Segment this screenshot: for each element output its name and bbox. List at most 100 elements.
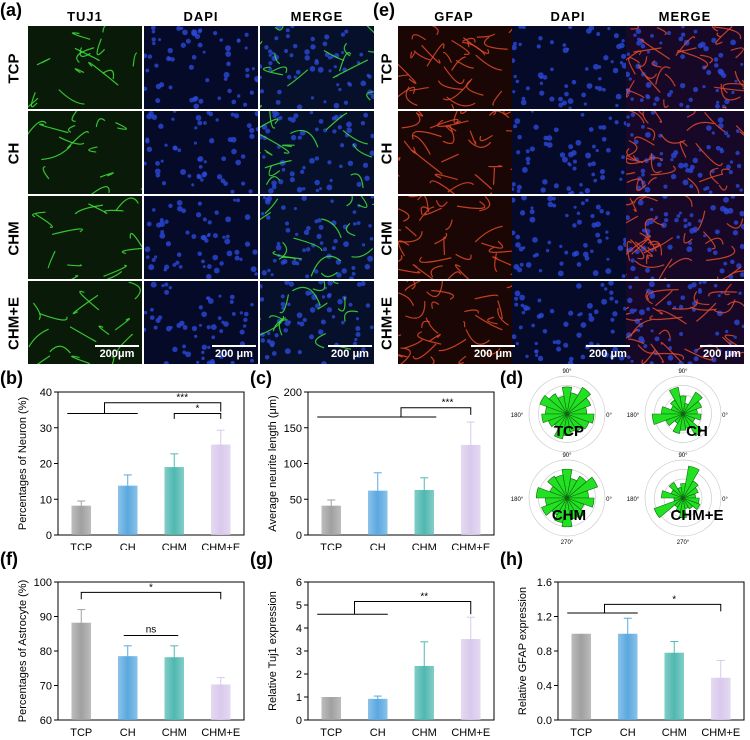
rose-grid-ring (644, 459, 722, 537)
scale-bar-gfap: 200 μm (471, 345, 515, 360)
sig-mark: * (149, 582, 153, 593)
micrograph-a-r3-c0 (28, 281, 142, 364)
y-axis-label: Relative GFAP expression (517, 587, 529, 715)
row-label-tcp-e: TCP (378, 53, 396, 84)
scale-bar-tuj1: 200μm (95, 345, 139, 360)
rose-petal (669, 386, 684, 415)
row-label-chme-e: CHM+E (378, 297, 396, 350)
chart-rose-plots: 90° 180° 0° TCP 90° 180° 0° CH 90° 180° 0° 270° CHM 9… (511, 369, 729, 546)
bar-TCP (71, 622, 92, 720)
bar-CHM (664, 652, 685, 720)
scale-bar-merge-e-text: 200 μm (703, 348, 741, 360)
scale-bar-dapi-e-text: 200 μm (589, 348, 627, 360)
rose-angle-label: 0° (722, 497, 728, 503)
sig-bracket (104, 402, 222, 414)
rose-angle-label: 0° (606, 497, 612, 503)
rose-angle-label: 0° (722, 413, 728, 419)
panel-label-f: (f) (0, 549, 18, 569)
micrograph-e-r2-c1 (512, 196, 626, 279)
x-tick-label: CHM (162, 542, 187, 550)
col-header-tuj1: TUJ1 (67, 9, 103, 24)
micrograph-a-r0-c1 (144, 26, 258, 109)
scale-bar-dapi-a-text: 200 μm (215, 348, 253, 360)
micrograph-e-r2-c0 (398, 196, 512, 279)
col-header-merge-a: MERGE (290, 9, 344, 24)
rose-label: CHM (552, 507, 586, 524)
row-label-chm-e: CHM (378, 221, 396, 256)
scale-bar-tuj1-text: 200μm (99, 348, 135, 360)
scale-bar-merge-a: 200 μm (328, 345, 372, 360)
y-tick-label: 3 (296, 646, 302, 658)
y-tick-label: 30 (40, 423, 52, 435)
chart-neurite-length: 0 50 100 150 200 Average neurite length (μm) T… (267, 387, 495, 550)
row-label-chm-a: CHM (5, 221, 23, 256)
scale-bar-merge-a-text: 200 μm (331, 348, 369, 360)
rose-petal (566, 413, 595, 424)
rose-petal (682, 413, 702, 421)
micrograph-e-r3-c1 (512, 281, 626, 364)
sig-mark: ns (146, 624, 157, 635)
sig-mark: * (196, 403, 200, 414)
micrograph-e-r3-c2 (626, 281, 744, 364)
x-tick-label: CHM (162, 727, 187, 739)
bar-CHM+E (710, 677, 731, 720)
x-tick-label: CH (370, 542, 386, 550)
bar-CHM (164, 657, 185, 720)
sig-bracket (80, 591, 222, 600)
rose-petal (668, 481, 684, 499)
x-tick-label: CHM+E (201, 542, 240, 550)
sig-bracket (604, 603, 722, 614)
scale-bar-merge-e: 200 μm (700, 345, 744, 360)
y-tick-label: 50 (290, 494, 302, 506)
rose-angle-label: 180° (627, 497, 640, 503)
col-header-dapi-a: DAPI (183, 9, 219, 24)
bar-CH (367, 698, 388, 720)
scale-bar-dapi-e: 200 μm (586, 345, 630, 360)
y-tick-label: 0 (296, 715, 302, 727)
y-tick-label: 150 (284, 423, 302, 435)
panel-label-e: (e) (373, 0, 395, 20)
sig-mark: ** (420, 592, 428, 603)
rose-grid-ring (538, 385, 596, 443)
sig-mark: *** (176, 393, 188, 404)
rose-angle-label: 90° (562, 369, 572, 375)
x-tick-label: CHM+E (201, 727, 240, 739)
y-tick-label: 0.8 (537, 646, 552, 658)
y-tick-label: 0 (46, 530, 52, 542)
x-tick-label: TCP (70, 727, 92, 739)
chart-gfap-expression: 0.0 0.4 0.8 1.2 1.6 Relative GFAP expression T… (517, 577, 745, 739)
panel-label-a: (a) (0, 0, 22, 20)
rose-petal (672, 413, 684, 434)
rose-petal (682, 465, 700, 499)
rose-petal (653, 497, 684, 519)
panel-label-b: (b) (0, 368, 23, 388)
y-tick-label: 5 (296, 600, 302, 612)
rose-petal (679, 497, 687, 519)
rose-petal (682, 413, 703, 437)
y-tick-label: 100 (284, 459, 302, 471)
rose-petal (566, 497, 586, 519)
bar-CH (617, 633, 638, 720)
x-tick-label: CHM (662, 727, 687, 739)
rose-petal (682, 497, 701, 511)
micrograph-a-r2-c2 (260, 196, 374, 279)
rose-petal (566, 475, 587, 499)
panel-label-c: (c) (250, 368, 272, 388)
x-tick-label: CH (120, 727, 136, 739)
row-label-ch-e: CH (378, 142, 396, 165)
rose-petal (536, 487, 568, 499)
chart-neuron-percentage: 0 10 20 30 40 Percentages of Neuron (%) TCP CH C… (17, 387, 245, 550)
micrograph-a-r3-c2 (260, 281, 374, 364)
y-tick-label: 200 (284, 387, 302, 399)
x-tick-label: TCP (70, 542, 92, 550)
x-tick-label: TCP (320, 727, 342, 739)
bar-CHM (414, 665, 435, 720)
scale-bar-dapi-a: 200 μm (212, 345, 256, 360)
micrograph-a-r3-c1 (144, 281, 258, 364)
y-tick-label: 6 (296, 577, 302, 589)
micrograph-a-r0-c0 (28, 26, 142, 109)
bar-CHM+E (210, 444, 231, 535)
rose-petal (562, 413, 572, 436)
rose-petal (566, 476, 598, 499)
micrograph-a-r1-c1 (144, 111, 258, 194)
